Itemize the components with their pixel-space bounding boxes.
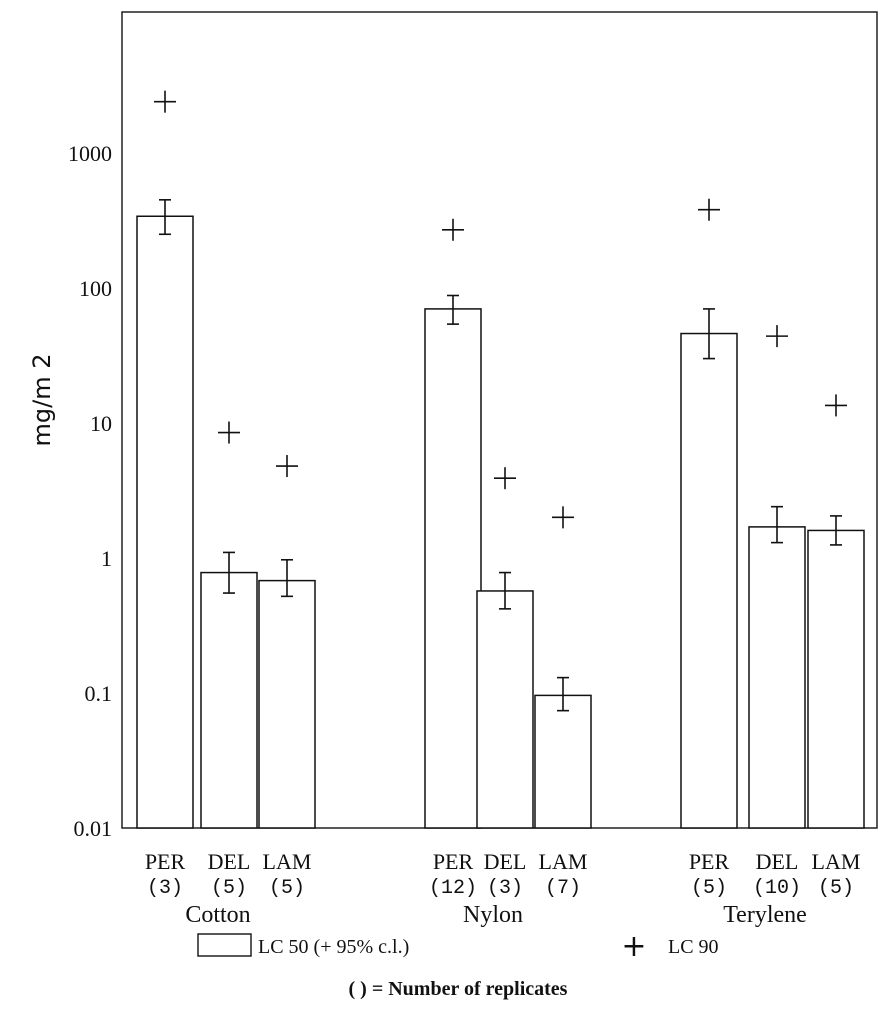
category-label: LAM [812,849,861,874]
replicate-label: (3) [147,877,183,900]
category-label: DEL [208,849,251,874]
y-tick-label: 10 [90,411,112,436]
bar-cotton-per [136,215,194,829]
footnote: ( ) = Number of replicates [349,978,568,1000]
category-label: DEL [756,849,799,874]
replicate-label: (5) [691,877,727,900]
bar-nylon-del [476,590,534,829]
bar-cotton-lam [258,579,316,829]
category-label: DEL [484,849,527,874]
replicate-label: (5) [269,877,305,900]
legend-plus-symbol: + [621,929,646,964]
y-tick-label: 0.01 [74,816,113,841]
category-label: PER [689,849,730,874]
y-tick-label: 0.1 [85,681,113,706]
replicate-label: (3) [487,877,523,900]
y-axis-label: mg/m 2 [28,354,56,447]
group-label: Nylon [463,902,523,928]
legend-bar-label: LC 50 (+ 95% c.l.) [258,936,409,958]
y-tick-label: 1 [101,546,112,571]
bar-nylon-per [424,308,482,829]
bar-terylene-lam [807,529,865,829]
group-label: Cotton [185,902,250,928]
y-tick-label: 1000 [68,141,112,166]
category-label: PER [433,849,474,874]
legend-bar-swatch [197,933,252,957]
bar-terylene-del [748,526,806,829]
bar-terylene-per [680,332,738,829]
replicate-label: (12) [429,877,477,900]
category-label: LAM [263,849,312,874]
replicate-label: (5) [211,877,247,900]
category-label: PER [145,849,186,874]
replicate-label: (10) [753,877,801,900]
legend-plus-label: LC 90 [668,936,719,958]
bar-nylon-lam [534,694,592,829]
replicate-label: (5) [818,877,854,900]
y-tick-label: 100 [79,276,112,301]
category-label: LAM [539,849,588,874]
bar-cotton-del [200,571,258,829]
group-label: Terylene [723,902,807,928]
replicate-label: (7) [545,877,581,900]
